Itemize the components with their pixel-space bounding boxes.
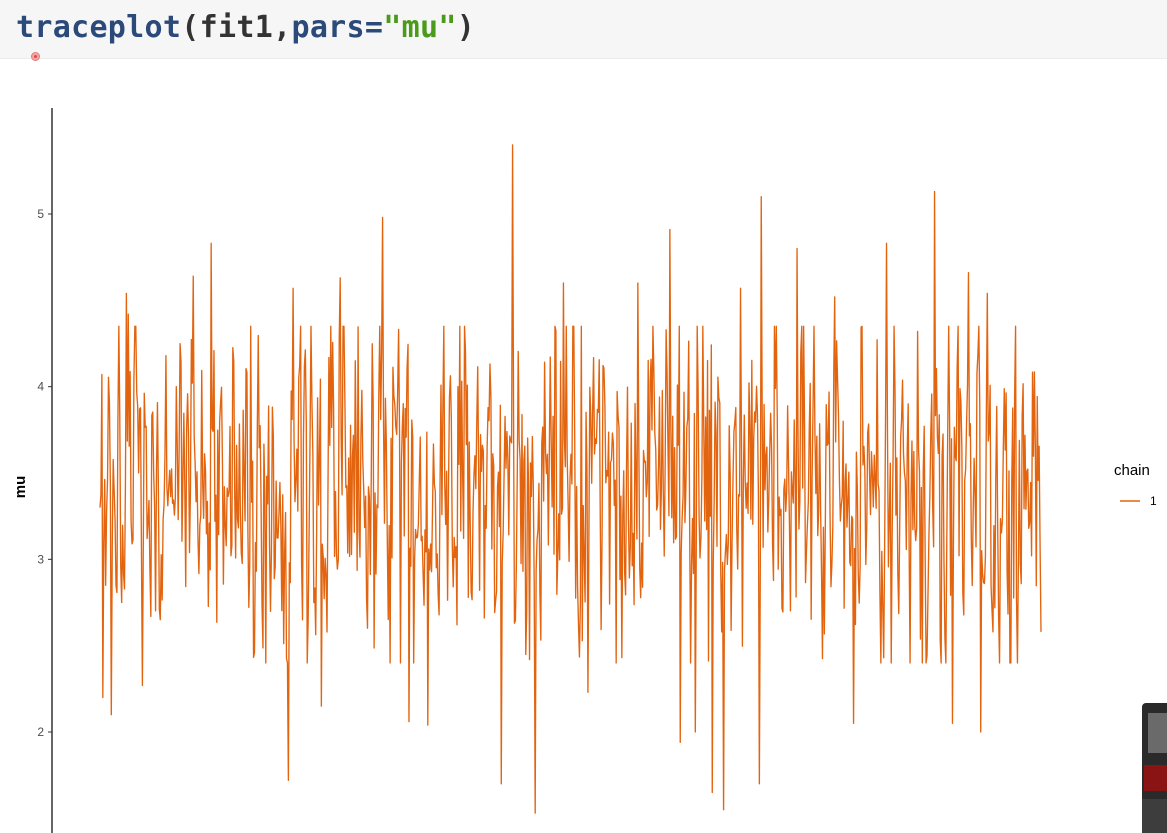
- video-thumbnail: [1142, 703, 1167, 833]
- code-argument-name: pars=: [291, 10, 384, 45]
- legend: chain 1: [1114, 462, 1157, 508]
- y-axis-ticks: 2 3 4 5: [37, 207, 52, 739]
- y-axis-title: mu: [12, 476, 29, 499]
- y-tick-label: 4: [37, 380, 44, 394]
- code-close-paren: ): [456, 10, 476, 45]
- y-tick-label: 2: [37, 725, 44, 739]
- code-line: traceplot(fit1,pars="mu"): [16, 8, 475, 48]
- mouse-cursor-icon: [31, 52, 40, 61]
- code-argument: fit1,: [199, 10, 292, 45]
- series-1-line: [99, 144, 1042, 814]
- legend-label-1: 1: [1150, 494, 1157, 508]
- code-string-value: "mu": [383, 10, 457, 45]
- y-tick-label: 3: [37, 552, 44, 566]
- code-cell: traceplot(fit1,pars="mu"): [0, 0, 1167, 61]
- code-function-name: traceplot: [16, 10, 182, 45]
- code-open-paren: (: [181, 10, 200, 45]
- y-tick-label: 5: [37, 207, 44, 221]
- legend-title: chain: [1114, 462, 1150, 479]
